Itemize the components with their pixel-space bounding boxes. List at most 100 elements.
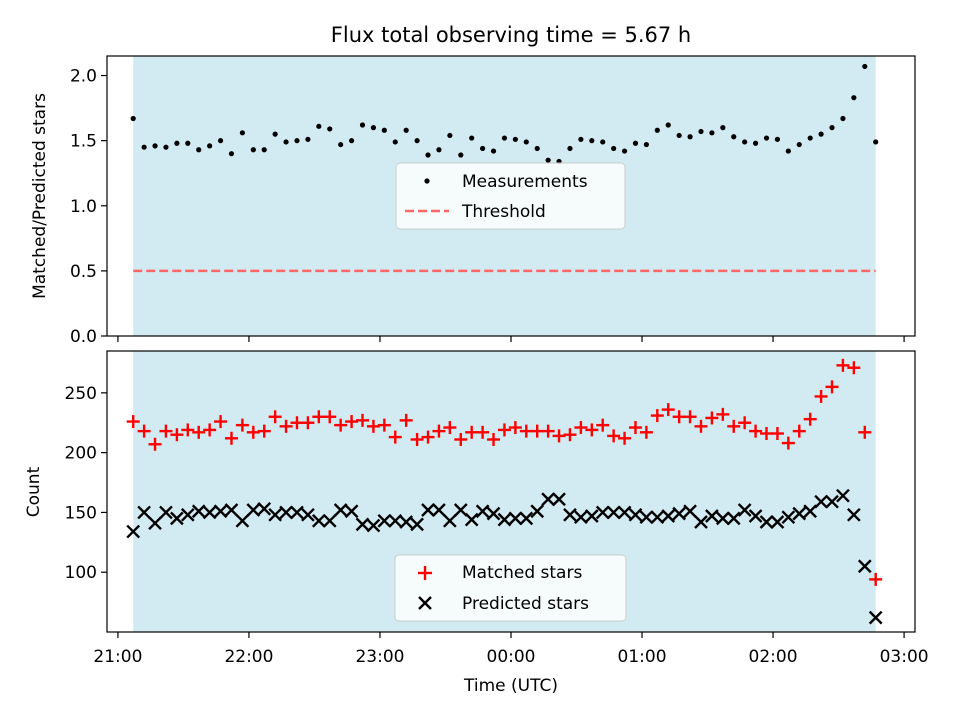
predicted-star-point (421, 503, 435, 517)
matched-star-point (279, 419, 293, 433)
matched-star-point (869, 572, 883, 586)
matched-star-point (366, 419, 380, 433)
predicted-star-point (836, 488, 850, 503)
predicted-star-point (246, 503, 261, 517)
matched-star-point (356, 413, 370, 427)
measurement-point (272, 131, 278, 137)
matched-star-point (126, 415, 140, 429)
matched-star-points (126, 358, 883, 586)
measurement-point (501, 135, 508, 141)
measurement-point (643, 141, 649, 148)
predicted-star-point (137, 505, 151, 520)
predicted-star-point (803, 504, 818, 519)
top-y-axis-label: Matched/Predicted stars (30, 93, 50, 299)
predicted-star-point (355, 517, 370, 532)
predicted-star-point (443, 513, 457, 528)
predicted-star-point (311, 513, 326, 528)
x-tick-label: 01:00 (618, 647, 667, 667)
measurement-point (512, 136, 518, 142)
measurement-point (632, 140, 639, 146)
bottom-legend: Matched stars Predicted stars (394, 554, 627, 622)
measurement-point (381, 127, 387, 133)
top-y-axis: 0.0 0.5 1.0 1.5 2.0 (70, 67, 107, 347)
matched-star-point (814, 389, 828, 403)
predicted-star-point (868, 610, 883, 625)
measurement-point (305, 136, 311, 142)
measurement-point (469, 135, 475, 141)
predicted-star-point (366, 518, 381, 533)
top-legend: Measurements Threshold (395, 162, 626, 230)
measurement-point (523, 139, 529, 145)
predicted-star-point (552, 492, 566, 507)
predicted-star-point (705, 509, 719, 523)
predicted-star-point (792, 506, 807, 521)
matched-star-point (760, 427, 774, 441)
measurement-point (239, 130, 245, 136)
matched-star-point (552, 429, 566, 443)
measurement-point (829, 125, 835, 131)
matched-star-point (290, 416, 304, 430)
measurement-point (654, 127, 660, 133)
y-tick-label: 0.0 (70, 327, 97, 347)
matched-star-point (312, 410, 326, 424)
matched-star-point (410, 432, 424, 446)
y-tick-label: 0.5 (70, 262, 97, 282)
measurement-point (250, 147, 256, 153)
measurement-point (359, 122, 366, 128)
predicted-star-point (126, 524, 141, 539)
predicted-star-point (257, 501, 272, 516)
predicted-star-points (126, 488, 883, 625)
predicted-star-point (180, 507, 195, 522)
matched-star-point (749, 424, 763, 438)
x-tick-label: 21:00 (93, 647, 142, 667)
matched-star-point (607, 429, 621, 443)
predicted-star-point (814, 494, 828, 509)
predicted-star-point (672, 506, 686, 521)
predicted-star-point (770, 515, 785, 529)
bottom-y-axis: 100 150 200 250 (65, 384, 107, 583)
measurement-point (807, 135, 813, 141)
bottom-x-axis: 21:00 22:00 23:00 00:00 01:00 02:00 03:00 (93, 632, 929, 667)
x-tick-label: 23:00 (355, 647, 404, 667)
matched-star-point (399, 413, 413, 427)
matched-star-point (432, 424, 446, 438)
measurement-point (545, 157, 551, 163)
legend-threshold-label: Threshold (461, 202, 546, 222)
legend-measurement-marker (424, 178, 430, 184)
matched-star-point (519, 424, 533, 438)
predicted-star-point (563, 507, 577, 522)
measurement-point (862, 63, 868, 70)
x-tick-label: 22:00 (224, 647, 273, 667)
matched-star-point (716, 407, 730, 421)
matched-star-point (694, 419, 708, 433)
measurement-point (327, 126, 333, 132)
matched-star-point (628, 421, 642, 435)
matched-star-point (574, 421, 588, 435)
measurement-point (414, 138, 420, 144)
predicted-star-point (530, 504, 545, 519)
matched-star-point (148, 437, 162, 451)
matched-star-point (727, 419, 741, 433)
predicted-star-point (322, 513, 337, 528)
bottom-y-axis-label: Count (24, 466, 44, 517)
predicted-star-point (584, 509, 599, 523)
matched-star-point (345, 415, 359, 429)
legend-measurements-label: Measurements (462, 172, 588, 192)
matched-star-point (563, 428, 577, 442)
predicted-star-point (170, 511, 184, 526)
measurement-point (676, 132, 682, 139)
matched-star-point (836, 358, 850, 372)
measurement-point (338, 141, 344, 148)
measurement-point (665, 122, 671, 128)
x-tick-label: 00:00 (487, 647, 536, 667)
predicted-star-point (410, 517, 424, 532)
measurement-point (698, 128, 704, 135)
matched-star-point (421, 430, 435, 444)
measurement-point (425, 152, 431, 158)
measurement-point (196, 147, 202, 153)
matched-star-point (847, 361, 861, 375)
matched-star-point (585, 423, 599, 437)
predicted-star-point (639, 510, 654, 525)
measurement-point (163, 144, 169, 150)
